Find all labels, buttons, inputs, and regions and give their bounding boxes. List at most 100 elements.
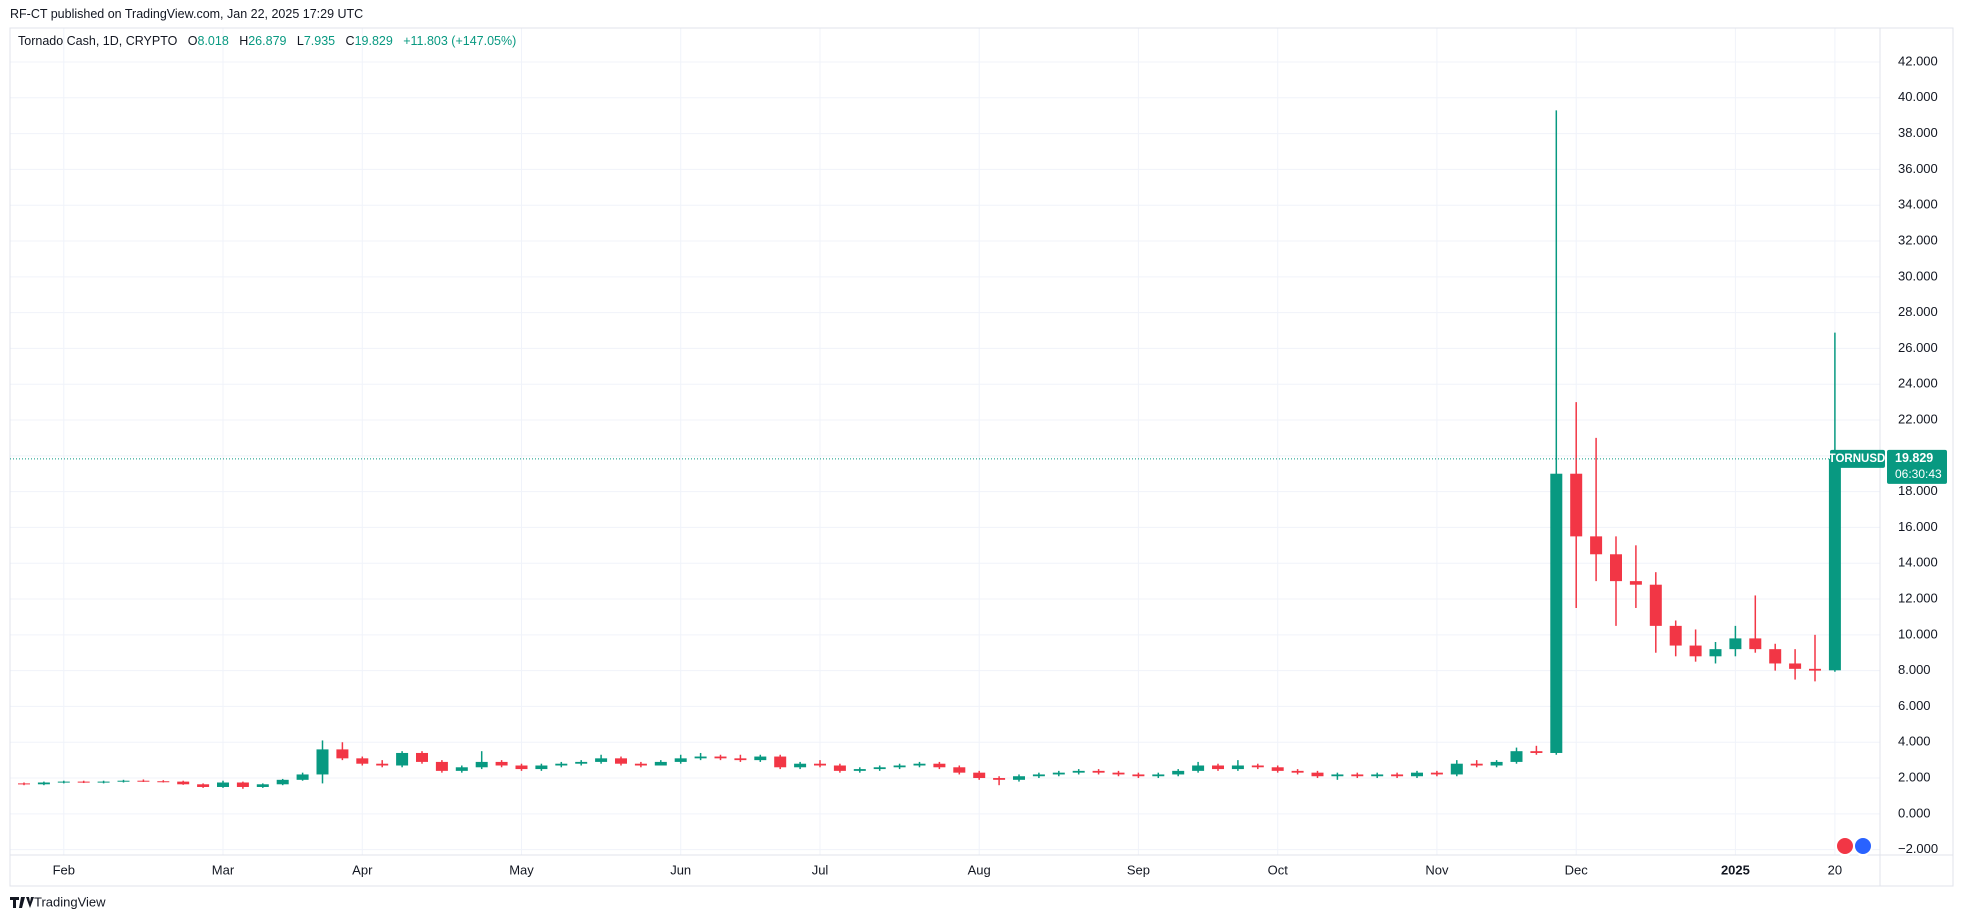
candle-body (376, 763, 389, 766)
candle-body (993, 778, 1006, 780)
candle-body (1809, 668, 1821, 671)
candle-body (913, 763, 926, 766)
candle-body (1192, 765, 1205, 771)
candle-body (615, 758, 627, 764)
y-tick-label: 10.000 (1898, 626, 1938, 641)
candle-body (714, 756, 727, 759)
candle-body (455, 767, 468, 771)
published-line: RF-CT published on TradingView.com, Jan … (10, 7, 364, 21)
candle-body (276, 779, 289, 785)
candle-body (1112, 772, 1125, 775)
candle-body (674, 758, 687, 762)
candle-body (535, 765, 548, 770)
candle-body (1590, 536, 1603, 555)
candle-body (654, 761, 667, 766)
ohlc-label: H (239, 34, 249, 48)
candle-body (1530, 751, 1543, 753)
candle-body (634, 763, 647, 766)
ohlc-value: 7.935 (303, 34, 336, 48)
symbol-tag-label: TORNUSD (1829, 453, 1886, 465)
candle-body (853, 769, 866, 771)
candle-body (336, 749, 349, 759)
symbol-tag (1830, 449, 1885, 468)
candle-body (754, 756, 767, 761)
y-tick-label: −2.000 (1898, 841, 1938, 856)
candle-body (495, 761, 508, 766)
candle-body (1291, 770, 1304, 773)
candle-body (37, 782, 50, 785)
frame (9, 27, 1954, 887)
candle-body (18, 783, 30, 785)
x-tick-label: Apr (352, 862, 373, 877)
candle-body (1391, 774, 1404, 777)
candle-body (734, 758, 747, 761)
y-tick-label: 4.000 (1898, 734, 1931, 749)
candle-body (435, 761, 448, 771)
candle-body (694, 756, 707, 759)
candle-body (1729, 638, 1742, 650)
ohlc-value: 26.879 (248, 34, 287, 48)
candle-body (1331, 774, 1344, 777)
y-tick-label: 2.000 (1898, 769, 1931, 784)
y-tick-label: 30.000 (1898, 268, 1938, 283)
candle-body (595, 758, 608, 762)
candle-body (1231, 765, 1244, 770)
candle-body (893, 765, 906, 768)
candle-body (217, 782, 229, 787)
x-tick-label: Mar (212, 862, 235, 877)
ohlc-value: 19.829 (354, 34, 393, 48)
price-tag-value: 19.829 (1895, 451, 1933, 465)
candle-body (1032, 774, 1045, 777)
x-tick-label: Jul (812, 862, 829, 877)
y-tick-label: 42.000 (1898, 53, 1938, 68)
ohlc-label: C (345, 34, 355, 48)
candle-body (117, 780, 130, 782)
x-tick-label: Sep (1127, 862, 1150, 877)
y-tick-label: 24.000 (1898, 376, 1938, 391)
candle-body (833, 765, 846, 771)
x-tick-label: Jun (670, 862, 691, 877)
y-tick-label: 26.000 (1898, 340, 1938, 355)
candle-body (1132, 774, 1145, 777)
candle-body (356, 758, 369, 764)
candle-body (256, 784, 269, 787)
y-tick-label: 32.000 (1898, 232, 1938, 247)
candle-body (77, 781, 90, 783)
candle-body (1251, 765, 1264, 768)
event-icon[interactable] (1853, 836, 1873, 856)
candle-body (1669, 625, 1682, 646)
candle-body (774, 756, 787, 768)
candle-body (1510, 751, 1523, 762)
candle-body (296, 774, 309, 780)
candle-body (1172, 770, 1185, 775)
x-tick-label: Oct (1268, 862, 1289, 877)
plot (10, 28, 1880, 855)
candle-body (236, 782, 249, 787)
change: +11.803 (+147.05%) (403, 34, 517, 48)
candle-body (1371, 774, 1384, 777)
y-tick-label: 6.000 (1898, 698, 1931, 713)
price-tag-countdown: 06:30:43 (1895, 467, 1942, 481)
x-tick-label: Feb (53, 862, 75, 877)
y-tick-label: 16.000 (1898, 519, 1938, 534)
candle-body (1470, 763, 1483, 766)
ohlc-value: 8.018 (197, 34, 229, 48)
candle-body (157, 781, 170, 783)
candle-body (97, 781, 110, 783)
y-tick-label: 38.000 (1898, 125, 1938, 140)
y-tick-label: 40.000 (1898, 89, 1938, 104)
candle-body (1828, 458, 1841, 671)
candle-body (1013, 776, 1025, 780)
candle-body (1709, 649, 1722, 657)
candle-body (1649, 584, 1662, 626)
candle-body (794, 763, 807, 768)
event-icon[interactable] (1835, 836, 1855, 856)
x-tick-label: Dec (1565, 862, 1589, 877)
candle-body (475, 761, 488, 768)
candle-body (1072, 770, 1085, 773)
y-tick-label: 22.000 (1898, 411, 1938, 426)
brand: TradingView (34, 894, 106, 909)
candle-body (873, 767, 886, 770)
